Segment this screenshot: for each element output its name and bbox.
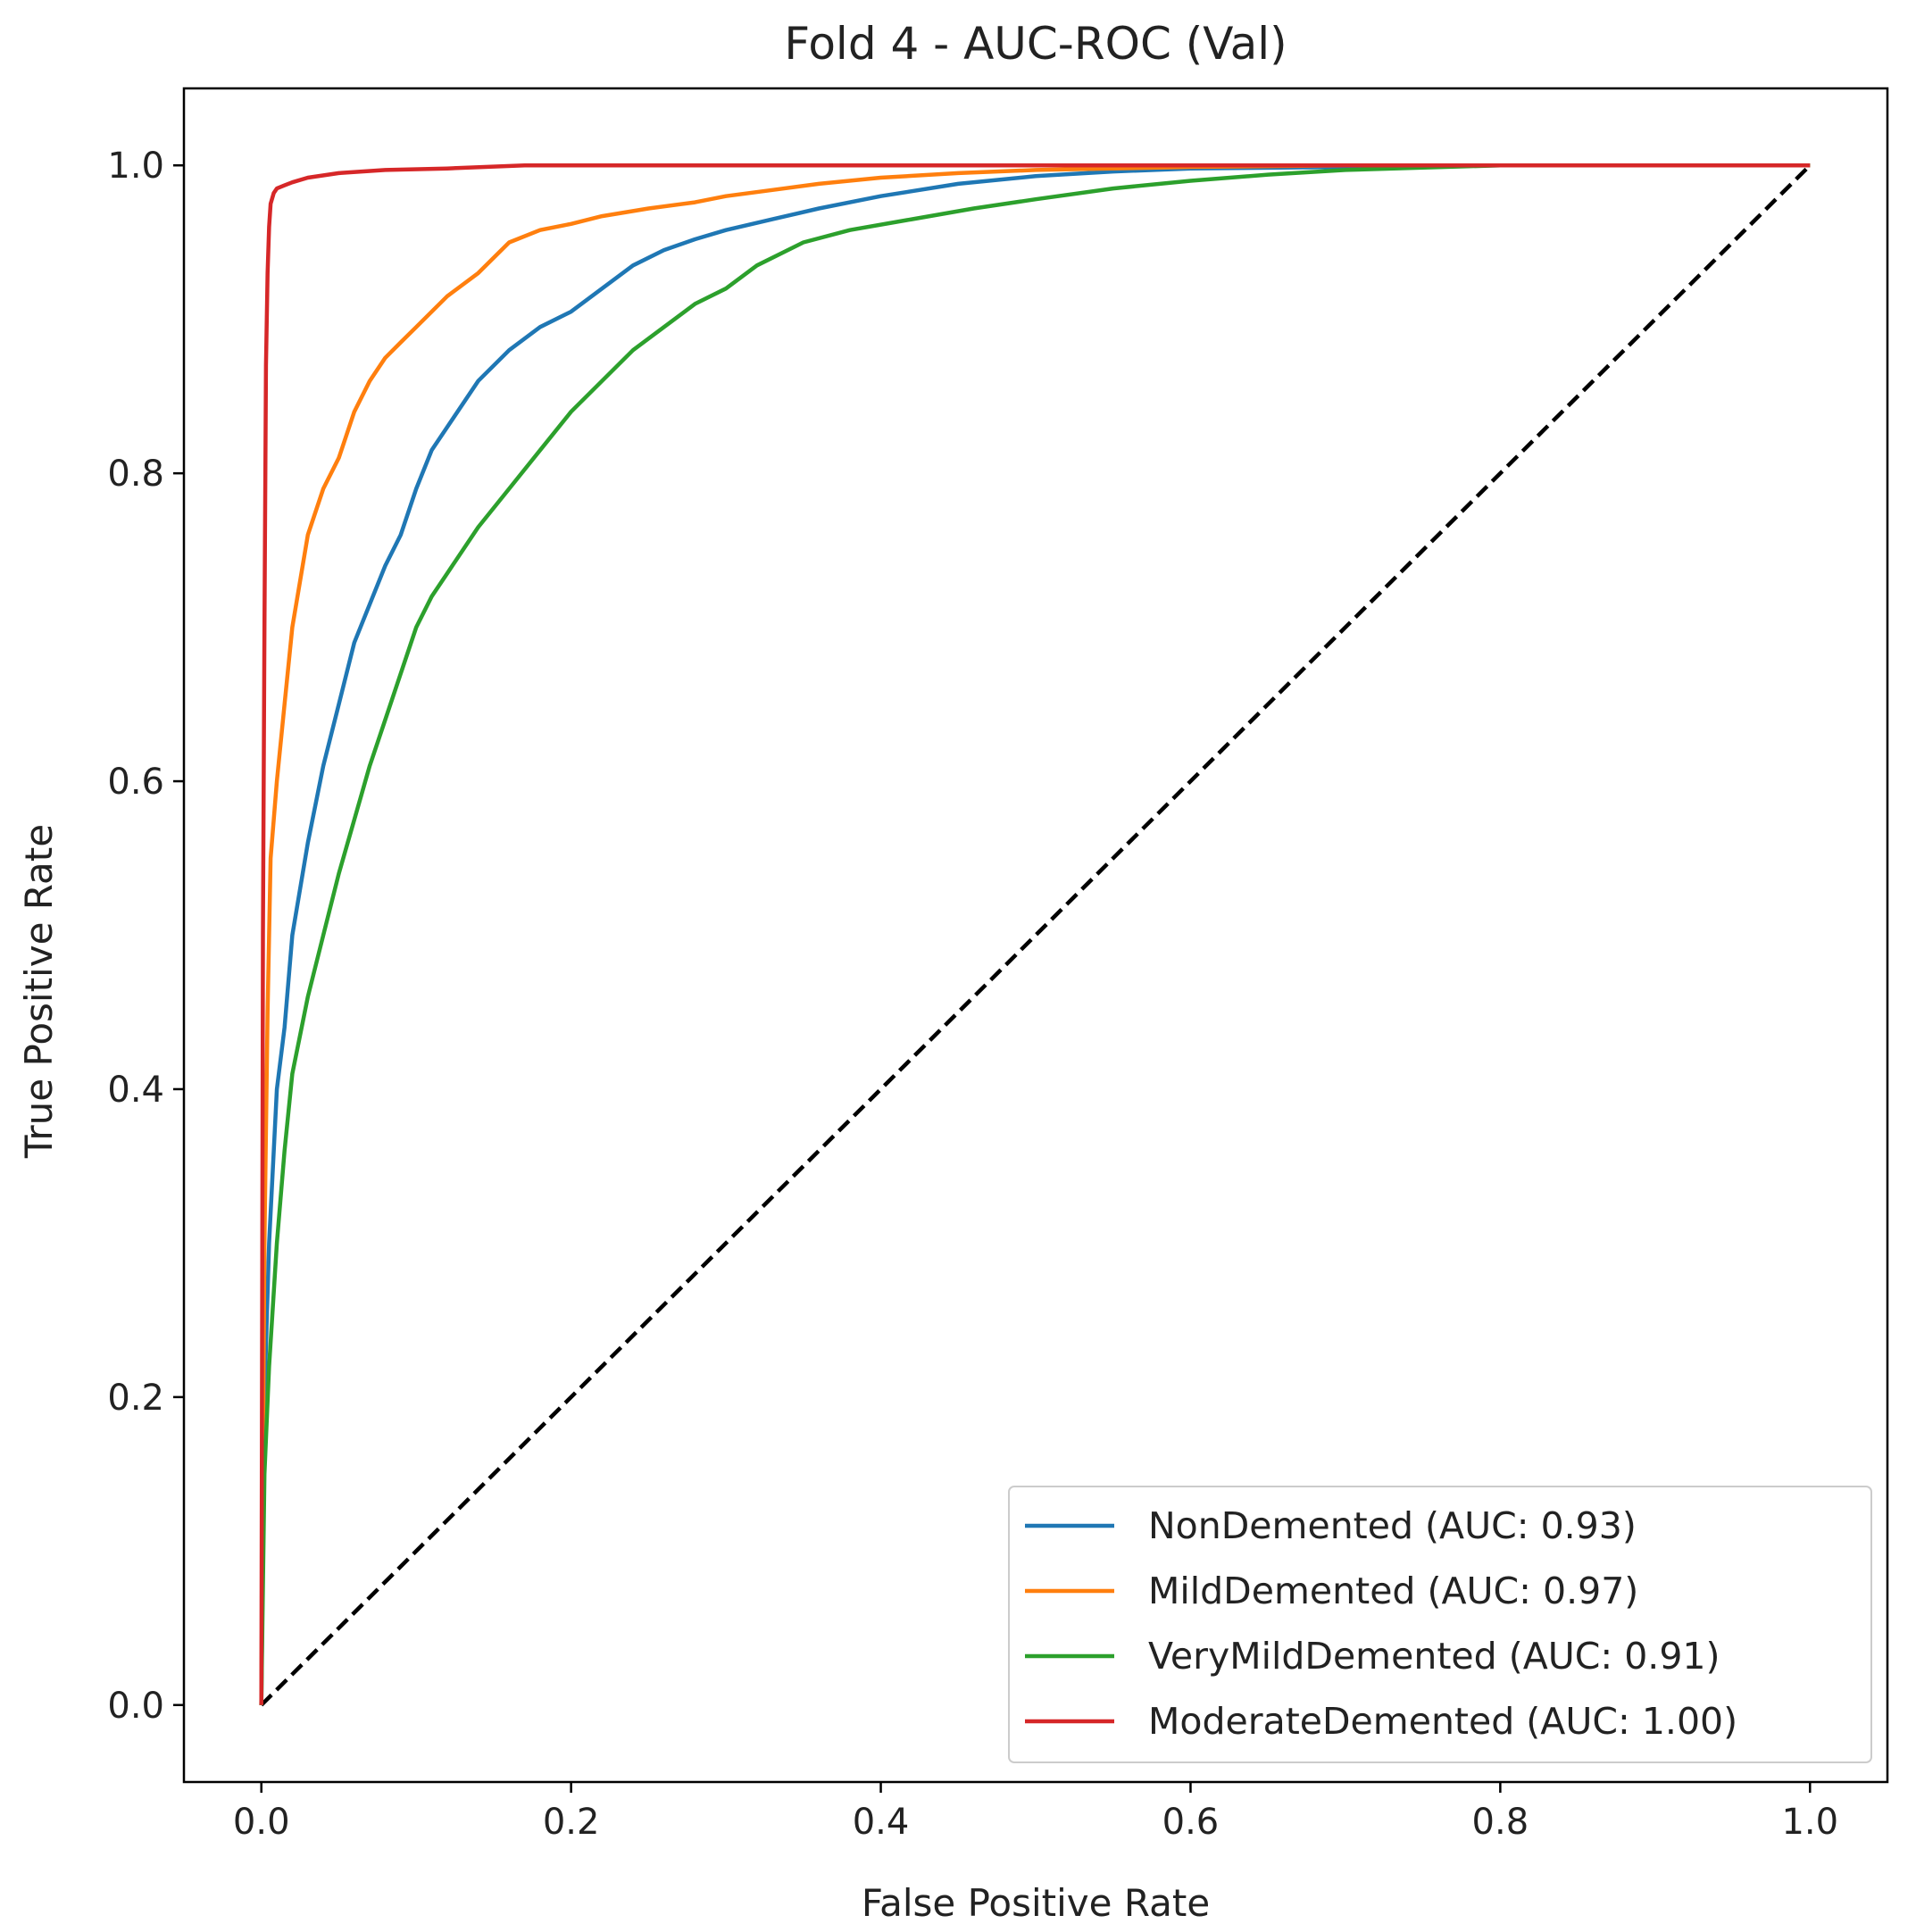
y-tick-label: 0.2 bbox=[107, 1378, 164, 1419]
legend-label-verymilddemented: VeryMildDemented (AUC: 0.91) bbox=[1148, 1635, 1720, 1678]
x-tick-label: 0.0 bbox=[233, 1802, 290, 1843]
y-tick-label: 0.6 bbox=[107, 762, 164, 803]
x-tick-label: 0.4 bbox=[853, 1802, 910, 1843]
legend-box bbox=[1008, 1486, 1872, 1763]
roc-curve-moderatedemented bbox=[259, 162, 1811, 1705]
y-tick-label: 1.0 bbox=[107, 146, 164, 187]
roc-curve-milddemented bbox=[259, 162, 1811, 1705]
y-tick-label: 0.8 bbox=[107, 454, 164, 495]
legend-label-milddemented: MildDemented (AUC: 0.97) bbox=[1148, 1570, 1638, 1612]
legend: NonDemented (AUC: 0.93) MildDemented (AUC… bbox=[1008, 1486, 1872, 1763]
y-axis: 0.0 0.2 0.4 0.6 0.8 1.0 bbox=[107, 146, 184, 1727]
x-tick-label: 0.6 bbox=[1162, 1802, 1220, 1843]
legend-label-moderatedemented: ModerateDemented (AUC: 1.00) bbox=[1148, 1700, 1737, 1743]
y-tick-label: 0.0 bbox=[107, 1686, 164, 1727]
x-tick-label: 0.8 bbox=[1472, 1802, 1529, 1843]
roc-curve-verymilddemented bbox=[259, 162, 1811, 1705]
x-tick-label: 1.0 bbox=[1781, 1802, 1838, 1843]
roc-curve-nondemented bbox=[259, 162, 1811, 1705]
plot-area bbox=[182, 87, 1889, 1784]
legend-label-nondemented: NonDemented (AUC: 0.93) bbox=[1148, 1504, 1637, 1547]
x-tick-label: 0.2 bbox=[543, 1802, 600, 1843]
x-axis: 0.0 0.2 0.4 0.6 0.8 1.0 bbox=[233, 1782, 1838, 1843]
x-axis-label: False Positive Rate bbox=[862, 1881, 1210, 1925]
chart-title: Fold 4 - AUC-ROC (Val) bbox=[784, 18, 1287, 70]
y-tick-label: 0.4 bbox=[107, 1070, 164, 1111]
y-axis-label: True Positive Rate bbox=[17, 824, 61, 1159]
plot-frame bbox=[182, 87, 1889, 1784]
